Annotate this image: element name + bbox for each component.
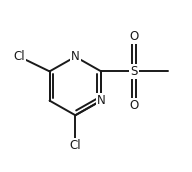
Text: O: O (129, 99, 138, 112)
Text: N: N (71, 50, 80, 63)
Text: N: N (97, 94, 106, 107)
Text: Cl: Cl (70, 139, 81, 152)
Text: Cl: Cl (14, 50, 25, 63)
Text: S: S (130, 65, 137, 78)
Text: O: O (129, 30, 138, 44)
